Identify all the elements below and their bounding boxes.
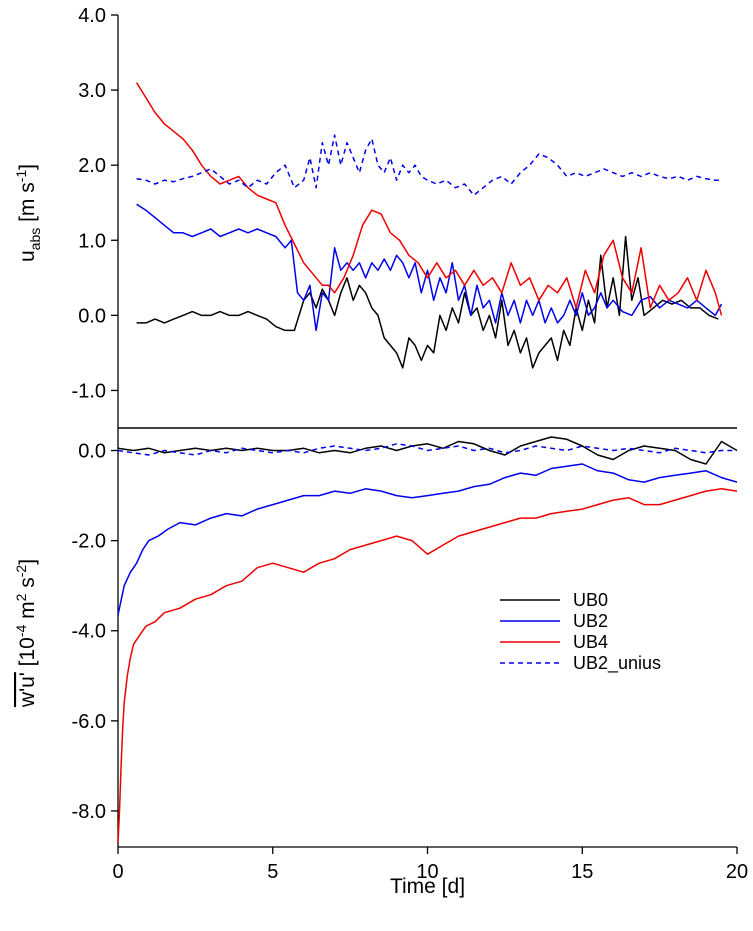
legend-label-ub0: UB0 <box>573 590 608 610</box>
bottom-y-tick-label: -8.0 <box>72 801 106 823</box>
bottom-series-ub4-line <box>117 488 738 843</box>
x-tick-label: 10 <box>416 861 438 883</box>
x-tick-label: 5 <box>267 861 278 883</box>
legend-label-ub2: UB2 <box>573 611 608 631</box>
top-series-ub2-unius-line <box>136 134 722 196</box>
bottom-y-tick-label: 0.0 <box>78 441 106 463</box>
x-tick-label: 20 <box>726 861 748 883</box>
top-y-tick-label: 0.0 <box>78 305 106 327</box>
top-series-ub0-line <box>136 235 719 369</box>
x-tick-label: 15 <box>571 861 593 883</box>
top-y-axis-title: uabs [m s-1] <box>13 164 43 262</box>
bottom-y-tick-label: -4.0 <box>72 621 106 643</box>
bottom-panel: -8.0 -6.0 -4.0 -2.0 0.0 0 5 10 15 20 Time [d] w'u' … <box>13 428 748 898</box>
bottom-y-tick-label: -2.0 <box>72 531 106 553</box>
top-series-ub4-line <box>135 82 723 316</box>
bottom-y-tick-label: -6.0 <box>72 711 106 733</box>
x-axis-title: Time [d] <box>390 875 465 898</box>
top-y-tick-label: 3.0 <box>78 80 106 102</box>
bottom-series-ub2-line <box>117 463 738 616</box>
x-tick-label: 0 <box>112 861 123 883</box>
top-series-ub2-line <box>136 203 723 332</box>
legend-label-ub2-unius: UB2_unius <box>573 653 661 674</box>
top-y-tick-label: 2.0 <box>78 155 106 177</box>
legend-label-ub4: UB4 <box>573 632 608 652</box>
top-y-tick-label: 4.0 <box>78 5 106 27</box>
bottom-y-axis-title: w'u' [10-4 m2 s-2] <box>13 559 39 708</box>
top-y-tick-label: 1.0 <box>78 230 106 252</box>
bottom-series-ub2-unius-line <box>117 443 737 456</box>
top-panel: -1.0 0.0 1.0 2.0 3.0 4.0 uabs [m s-1] <box>13 5 737 429</box>
top-y-tick-label: -1.0 <box>72 380 106 402</box>
